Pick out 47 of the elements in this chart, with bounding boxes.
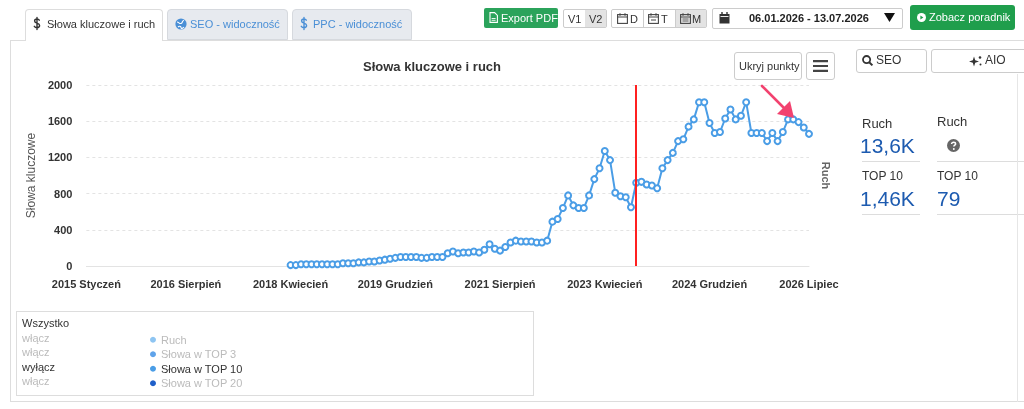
y-tick-label: 1200 — [47, 151, 73, 164]
y-tick-label: 400 — [54, 223, 73, 236]
text: 06.01.2026 - 13.07.2026 — [749, 12, 869, 25]
x-tick-label: 2016 Sierpień — [150, 277, 222, 290]
text: PPC - widoczność — [313, 18, 403, 31]
legend-label: Słowa w TOP 10 — [161, 362, 243, 375]
text: włącz — [22, 375, 50, 388]
y-axis-title: Słowa kluczowe — [24, 132, 38, 219]
text: T — [661, 13, 668, 26]
text: włącz — [22, 332, 50, 345]
x-tick-label: 2019 Grudzień — [357, 277, 434, 290]
text: Ukryj punkty — [739, 60, 800, 73]
text: włącz — [22, 346, 50, 359]
text: TOP 10 — [862, 169, 903, 184]
text: Słowa kluczowe i ruch — [47, 18, 156, 31]
text: Ruch — [862, 116, 893, 132]
text: SEO — [876, 53, 902, 68]
text: D — [630, 13, 638, 26]
text: Export PDF — [501, 12, 558, 25]
y-tick-label: 1600 — [47, 115, 73, 128]
y-tick-label: 0 — [66, 260, 73, 272]
x-tick-label: 2024 Grudzień — [671, 277, 748, 290]
text: Wszystko — [22, 317, 70, 330]
x-tick-label: 2023 Kwiecień — [567, 277, 643, 290]
y-tick-label: 2000 — [47, 79, 73, 91]
x-tick-label: 2018 Kwiecień — [252, 277, 329, 290]
text: AIO — [985, 53, 1006, 68]
legend-label: Słowa w TOP 20 — [161, 377, 243, 390]
text: TOP 10 — [937, 169, 978, 184]
text: 79 — [937, 187, 961, 212]
text: wyłącz — [22, 361, 56, 374]
y2-axis-title: Ruch — [819, 161, 832, 190]
text: SEO - widoczność — [190, 18, 280, 31]
legend-label: Słowa w TOP 3 — [161, 348, 237, 361]
text: 1,46K — [860, 187, 915, 212]
y-tick-label: 800 — [54, 187, 73, 200]
x-tick-label: 2015 Styczeń — [51, 277, 122, 290]
text: 13,6K — [860, 134, 915, 159]
text: Ruch — [937, 114, 968, 130]
text: V1 — [568, 13, 582, 26]
text: Zobacz poradnik — [929, 11, 1011, 24]
legend-label: Ruch — [161, 333, 187, 346]
x-tick-label: 2026 Lipiec — [779, 277, 839, 290]
text: M — [692, 13, 702, 26]
chart-title: Słowa kluczowe i ruch — [363, 59, 502, 74]
text: V2 — [589, 13, 603, 26]
x-tick-label: 2021 Sierpień — [464, 277, 536, 290]
